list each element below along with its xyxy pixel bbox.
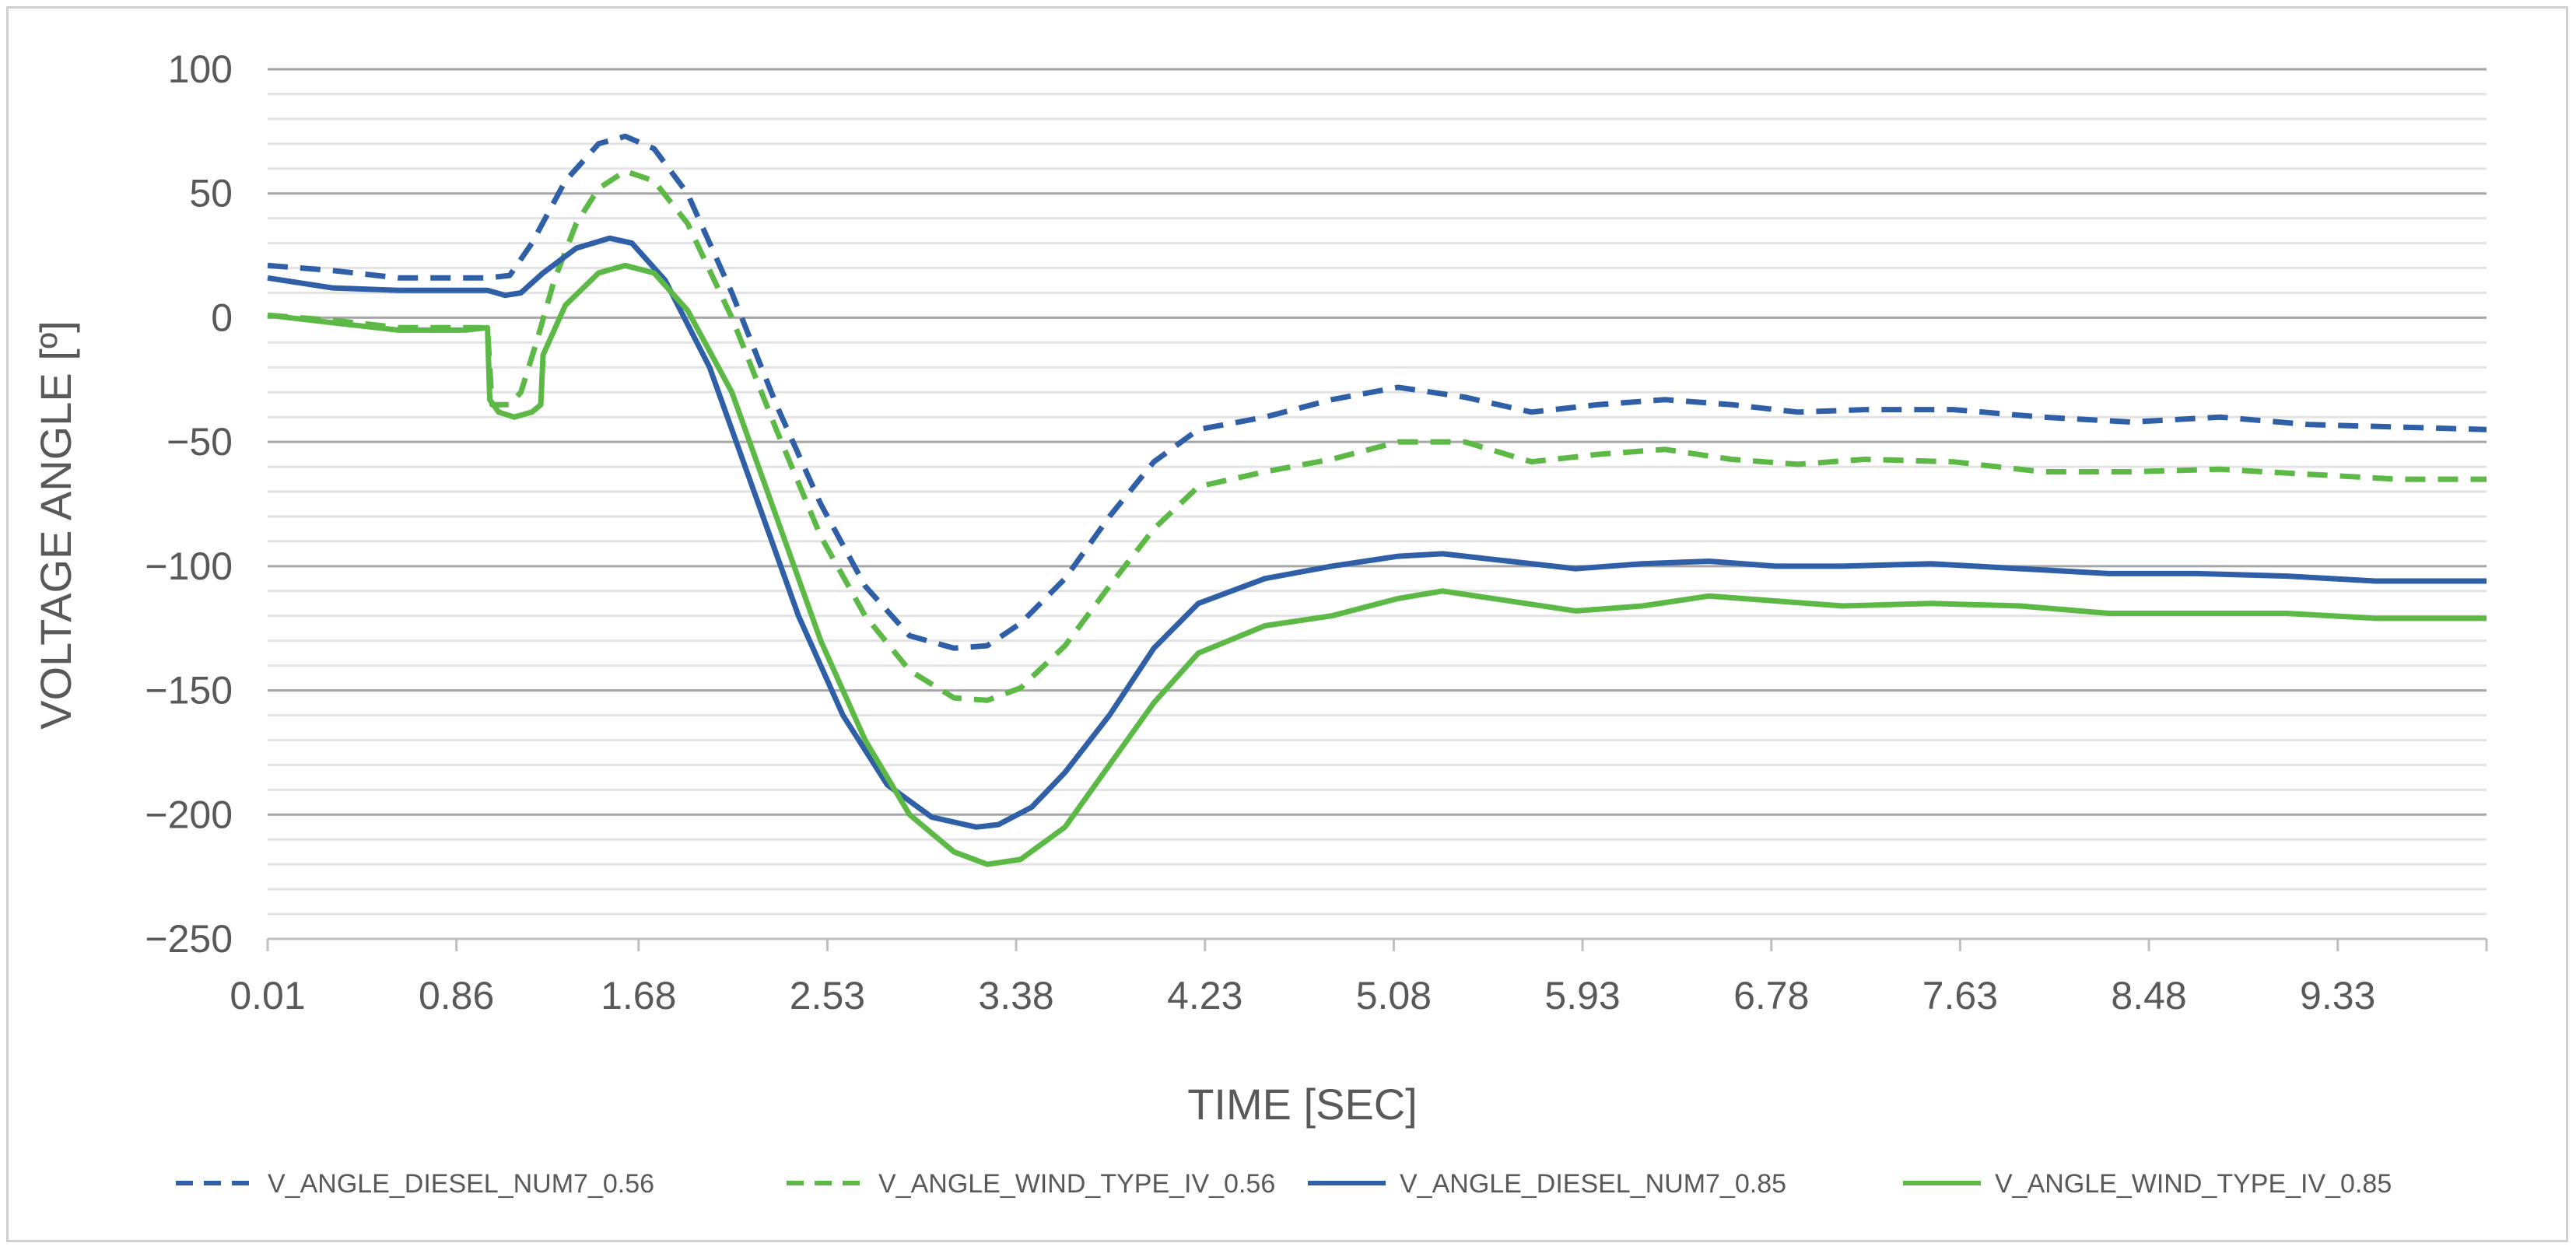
x-axis: 0.01 0.86 1.68 2.53 3.38 4.23 5.08 5.93 6.78 7.63… (230, 937, 2488, 1017)
series-line-4 (267, 262, 2487, 867)
y-tick-label: 0 (211, 296, 233, 339)
series-line-2 (267, 168, 2487, 703)
series-layer (267, 133, 2487, 867)
minor-grid (268, 93, 2487, 916)
legend-label: V_ANGLE_WIND_TYPE_IV_0.85 (1995, 1169, 2392, 1199)
x-tick-label: 7.63 (1922, 974, 1998, 1017)
x-tick-label: 3.38 (978, 974, 1053, 1017)
x-tick-label: 2.53 (790, 974, 865, 1017)
legend-label: V_ANGLE_DIESEL_NUM7_0.85 (1400, 1169, 1786, 1199)
y-tick-label: −100 (145, 544, 233, 588)
y-tick-label: −150 (145, 669, 233, 713)
x-tick-label: 5.08 (1356, 974, 1432, 1017)
y-tick-label: 100 (168, 47, 233, 91)
y-tick-label: −50 (166, 420, 233, 464)
x-tick-label: 8.48 (2111, 974, 2186, 1017)
x-tick-label: 9.33 (2300, 974, 2375, 1017)
y-axis-title: VOLTAGE ANGLE [º] (31, 320, 80, 730)
x-tick-label: 1.68 (601, 974, 676, 1017)
voltage-angle-line-chart: 100 50 0 −50 −100 −150 −200 −250 0.01 0.86 1.68 2.… (31, 47, 2488, 1199)
series-line-1 (267, 133, 2487, 651)
y-axis-tick-labels: 100 50 0 −50 −100 −150 −200 −250 (145, 47, 233, 961)
x-tick-label: 0.86 (419, 974, 494, 1017)
legend-label: V_ANGLE_WIND_TYPE_IV_0.56 (878, 1169, 1275, 1199)
series-line-3 (267, 235, 2487, 830)
x-tick-label: 6.78 (1733, 974, 1809, 1017)
x-tick-label: 0.01 (230, 974, 305, 1017)
x-tick-label: 4.23 (1167, 974, 1242, 1017)
y-tick-label: −200 (145, 793, 233, 836)
x-axis-title: TIME [SEC] (1187, 1080, 1418, 1129)
legend: V_ANGLE_DIESEL_NUM7_0.56 V_ANGLE_WIND_TYP… (176, 1169, 2392, 1199)
major-grid (268, 68, 2487, 940)
chart-frame: 100 50 0 −50 −100 −150 −200 −250 0.01 0.86 1.68 2.… (6, 6, 2568, 1242)
legend-label: V_ANGLE_DIESEL_NUM7_0.56 (268, 1169, 654, 1199)
y-tick-label: 50 (189, 172, 233, 215)
y-tick-label: −250 (145, 917, 233, 961)
x-tick-label: 5.93 (1544, 974, 1620, 1017)
